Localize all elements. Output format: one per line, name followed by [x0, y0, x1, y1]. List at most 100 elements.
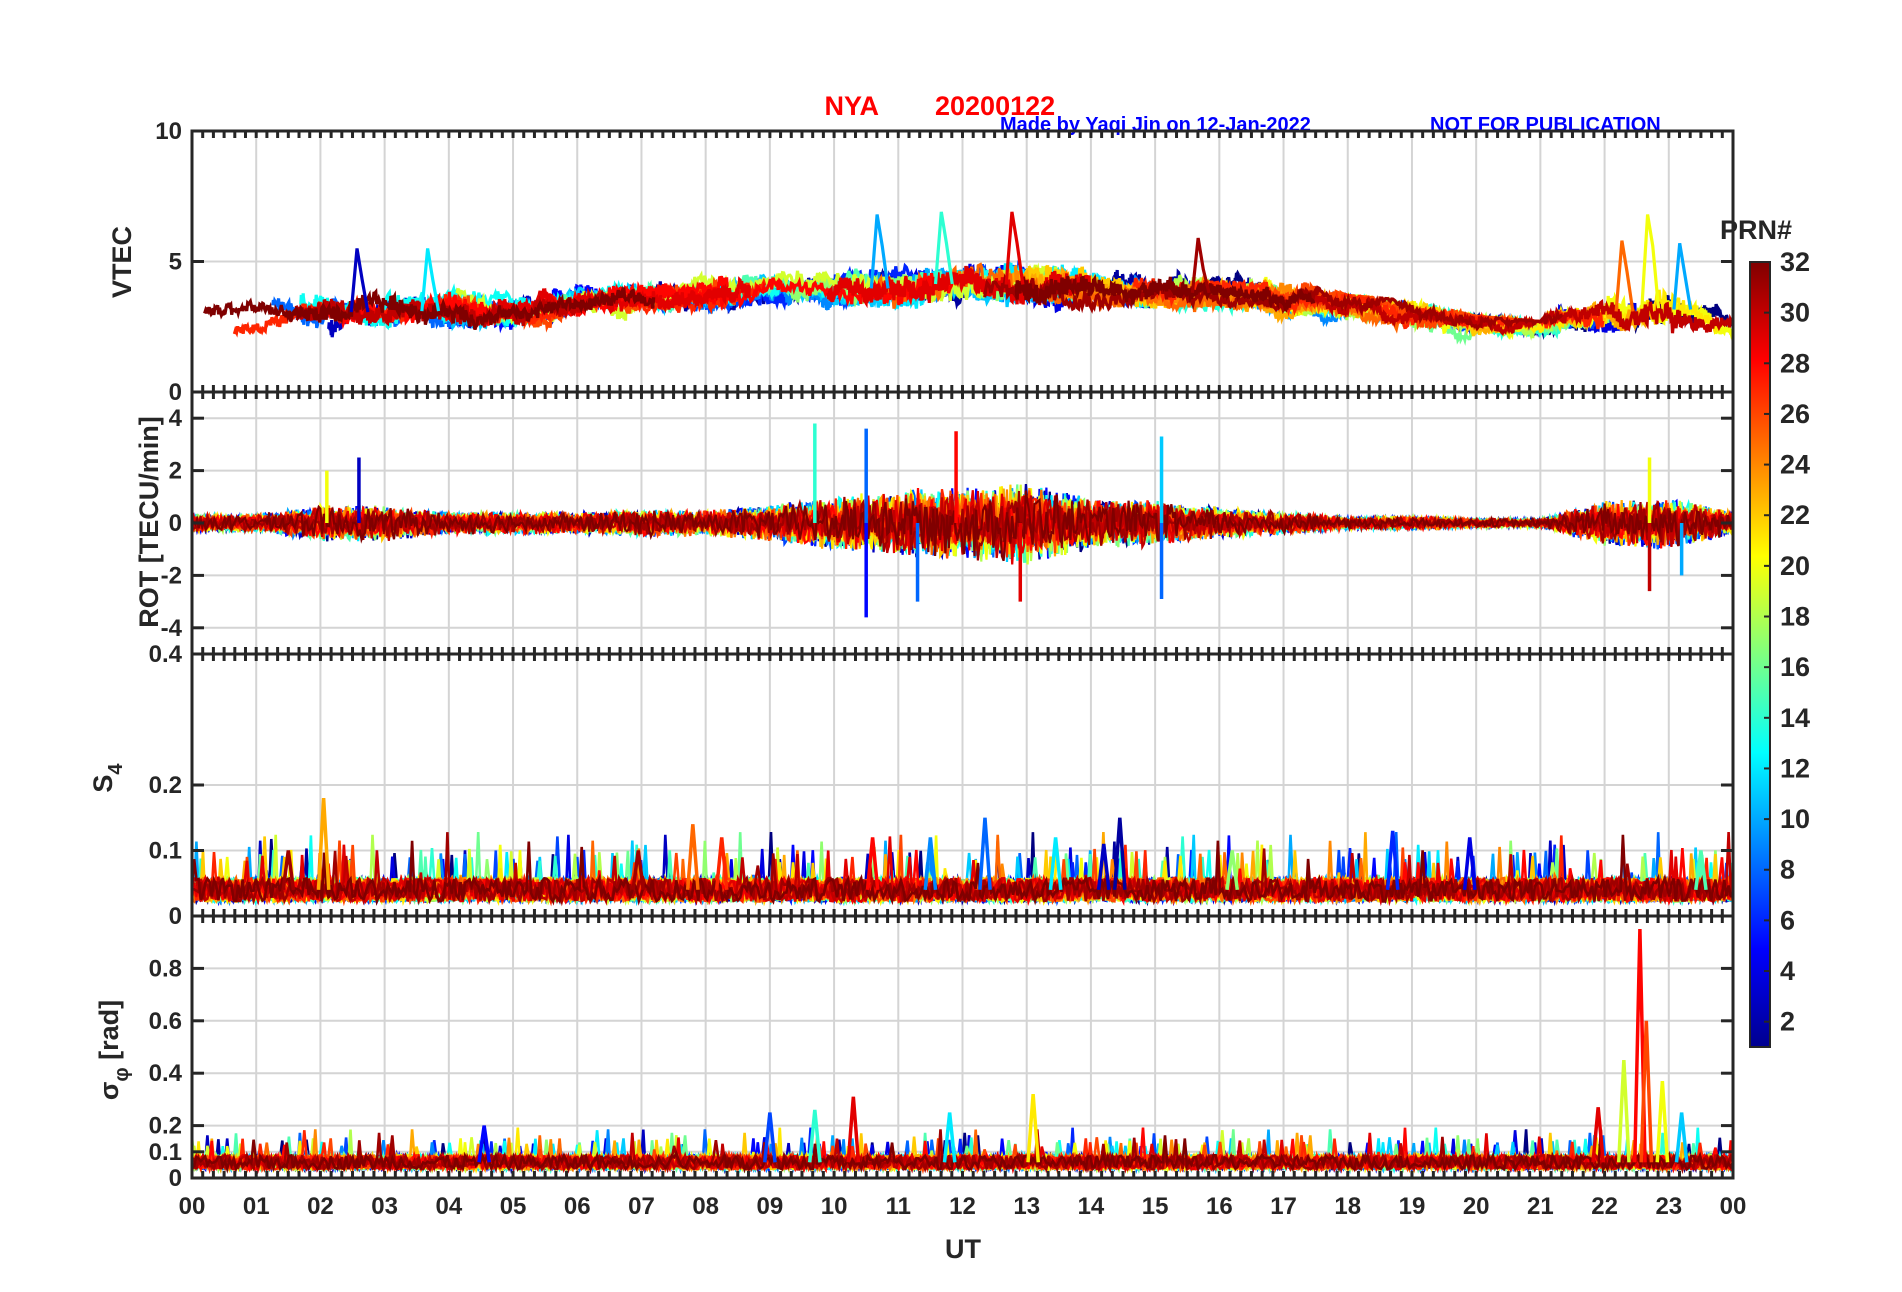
ytick-label-s4: 0.4 [149, 641, 183, 668]
colorbar-tick-label: 8 [1780, 855, 1795, 885]
colorbar-tick-label: 10 [1780, 804, 1810, 834]
vtec-peak-8 [1672, 242, 1693, 310]
series-sigma_phi [192, 929, 1733, 1175]
ytick-label-rot: 0 [169, 510, 182, 537]
colorbar-tick-label: 32 [1780, 247, 1810, 277]
ytick-label-sigma_phi: 0.6 [149, 1008, 182, 1035]
colorbar-tick-label: 12 [1780, 753, 1810, 783]
panel-rot: -4 -2 0 2 4 [161, 390, 1735, 656]
s4-spike-6 [923, 837, 938, 890]
sigma_phi-spike-10 [1655, 1080, 1670, 1163]
sigma_phi-spike-6 [1591, 1107, 1606, 1163]
colorbar-tick-label: 6 [1780, 905, 1795, 935]
ylabel-rot: ROT [TECU/min] [134, 416, 164, 627]
series-rot [192, 423, 1733, 618]
ylabel-vtec: VTEC [107, 226, 137, 298]
sigma_phi-spike-11 [1674, 1112, 1689, 1163]
sigma_phi-spike-2 [807, 1109, 822, 1163]
s4-spike-8 [1048, 837, 1063, 890]
sigma_phi-spike-5 [1026, 1094, 1041, 1163]
ytick-label-rot: -4 [161, 615, 183, 642]
ytick-label-rot: 2 [169, 458, 182, 485]
station-title: NYA [824, 91, 879, 121]
colorbar-tick-label: 24 [1780, 450, 1810, 480]
vtec-line-prn-32 [203, 285, 656, 330]
colorbar-tick-label: 20 [1780, 551, 1810, 581]
vtec-peak-5 [1190, 237, 1211, 294]
panel-sigma_phi: 00.10.2 0.4 0.6 0.8 [149, 914, 1735, 1192]
ylabel-rot-text: ROT [TECU/min] [134, 416, 164, 627]
colorbar [1749, 261, 1771, 1048]
ylabel-s4: S4 [88, 763, 127, 793]
ytick-label-sigma_phi: 0 [169, 1165, 182, 1192]
s4-spike-9 [1112, 817, 1127, 890]
ytick-label-rot: 4 [169, 405, 183, 432]
x-tick-label: 16 [1206, 1193, 1233, 1220]
vtec-peak-6 [1614, 240, 1635, 312]
s4-spike-13 [1462, 837, 1477, 890]
x-tick-label: 17 [1270, 1193, 1297, 1220]
vtec-line-prn-31 [983, 273, 1563, 332]
x-tick-label: 13 [1013, 1193, 1040, 1220]
ytick-label-vtec: 10 [155, 118, 182, 145]
ytick-label-sigma_phi: 0.4 [149, 1060, 183, 1087]
s4-spike-12 [1385, 830, 1400, 890]
s4-line-prn-31 [192, 832, 1733, 907]
sigma_phi-spike-0 [477, 1125, 492, 1163]
ytick-label-sigma_phi: 0.1 [149, 1139, 182, 1166]
ytick-label-vtec: 0 [169, 379, 182, 406]
colorbar-tick-label: 22 [1780, 500, 1810, 530]
xlabel-ut: UT [945, 1234, 981, 1264]
sigma_phi-spike-7 [1616, 1060, 1631, 1163]
x-tick-label: 09 [757, 1193, 784, 1220]
colorbar-tick-label: 28 [1780, 348, 1810, 378]
vtec-peak-3 [933, 211, 954, 285]
rot-line-prn-32 [192, 490, 1733, 562]
colorbar-tick-label: 2 [1780, 1007, 1795, 1037]
ytick-label-s4: 0.2 [149, 772, 182, 799]
sigma_phi-spike-9 [1639, 1020, 1654, 1163]
colorbar-tick-label: 14 [1780, 703, 1810, 733]
sigma_phi-line-prn-32 [192, 1129, 1733, 1175]
s4-spike-3 [685, 824, 700, 890]
colorbar-label: PRN# [1720, 215, 1792, 245]
vtec-peak-0 [349, 248, 370, 313]
sigma_phi-spike-4 [942, 1112, 957, 1163]
ylabel-sigma-phi-text: σφ [rad] [94, 1000, 133, 1100]
s4-spike-1 [281, 850, 296, 891]
panel-s4: 0 0.1 0.2 0.4 [149, 641, 1735, 930]
x-tick-label: 01 [243, 1193, 270, 1220]
ytick-label-sigma_phi: 0.8 [149, 955, 182, 982]
s4-spike-2 [631, 850, 646, 891]
rot-line-prn-31 [192, 491, 1733, 561]
x-tick-label: 21 [1527, 1193, 1554, 1220]
s4-spike-4 [714, 837, 729, 890]
x-tick-label: 19 [1399, 1193, 1426, 1220]
x-tick-label: 04 [435, 1193, 462, 1220]
x-tick-label: 00 [1720, 1193, 1747, 1220]
x-tick-label: 18 [1334, 1193, 1361, 1220]
x-tick-label: 00 [179, 1193, 206, 1220]
ytick-label-s4: 0.1 [149, 838, 182, 865]
colorbar-tick-label: 26 [1780, 399, 1810, 429]
x-tick-label: 06 [564, 1193, 591, 1220]
x-tick-label: 23 [1655, 1193, 1682, 1220]
vtec-peak-2 [869, 214, 890, 289]
vtec-peak-1 [420, 248, 441, 312]
x-tick-label: 10 [821, 1193, 848, 1220]
colorbar-tick-label: 16 [1780, 652, 1810, 682]
series-s4 [192, 798, 1733, 907]
s4-spike-5 [865, 837, 880, 890]
vtec-peak-7 [1640, 214, 1661, 309]
x-tick-label: 22 [1591, 1193, 1618, 1220]
colorbar-tick-label: 30 [1780, 298, 1810, 328]
sigma_phi-spike-1 [762, 1112, 777, 1163]
s4-spike-14 [1694, 850, 1708, 891]
x-tick-labels: 00 01 02 03 04 05 06 07 08 09 10 11 12 13 14 15 16 17 18 19… [179, 1193, 1747, 1220]
ytick-label-vtec: 5 [169, 249, 182, 276]
vtec-line-prn-32 [1014, 274, 1316, 313]
colorbar-tick-label: 4 [1780, 956, 1795, 986]
x-tick-label: 05 [500, 1193, 527, 1220]
panel-vtec: 0 5 10 [155, 118, 1735, 406]
ytick-label-sigma_phi: 0.2 [149, 1113, 182, 1140]
